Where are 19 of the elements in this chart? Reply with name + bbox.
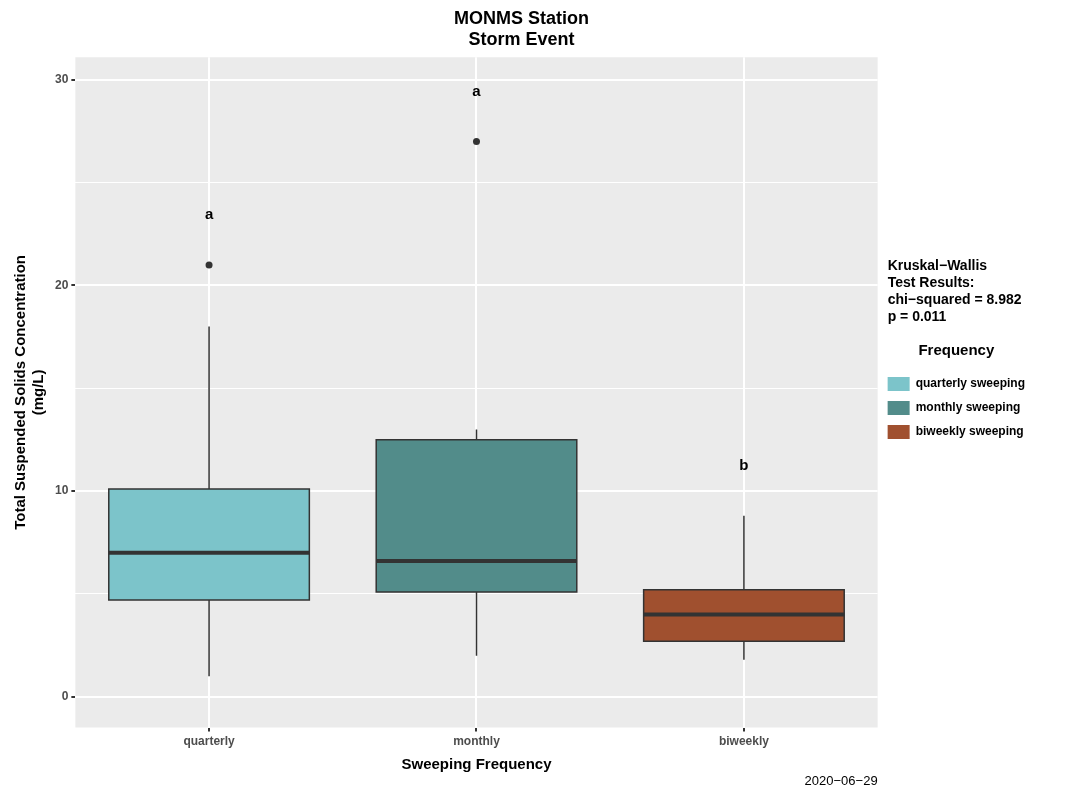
- legend-label: biweekly sweeping: [915, 424, 1024, 439]
- chart-title: MONMS Station Storm Event: [454, 7, 589, 50]
- text: Kruskal−Wallis Test Results: chi−squared = 8.982 p = 0.011: [887, 256, 1022, 324]
- y-tick-label: 20: [54, 277, 69, 292]
- annotation: b: [739, 455, 749, 473]
- x-tick-label: quarterly: [183, 734, 236, 749]
- y-axis-title: Total Suspended Solids Concentration (mg/L): [11, 255, 47, 530]
- x-tick-label: monthly: [453, 734, 501, 749]
- legend-title: Frequency: [918, 340, 995, 358]
- y-tick-label: 30: [54, 72, 69, 87]
- x-axis-title: Sweeping Frequency: [401, 755, 553, 773]
- annotation: a: [204, 205, 214, 223]
- x-tick-label: biweekly: [718, 734, 770, 749]
- annotation: a: [472, 81, 482, 99]
- text: 2020−06−29: [804, 773, 878, 789]
- y-tick-label: 0: [61, 689, 69, 704]
- legend-label: monthly sweeping: [915, 400, 1021, 415]
- legend-label: quarterly sweeping: [915, 376, 1026, 391]
- y-tick-label: 10: [54, 483, 69, 498]
